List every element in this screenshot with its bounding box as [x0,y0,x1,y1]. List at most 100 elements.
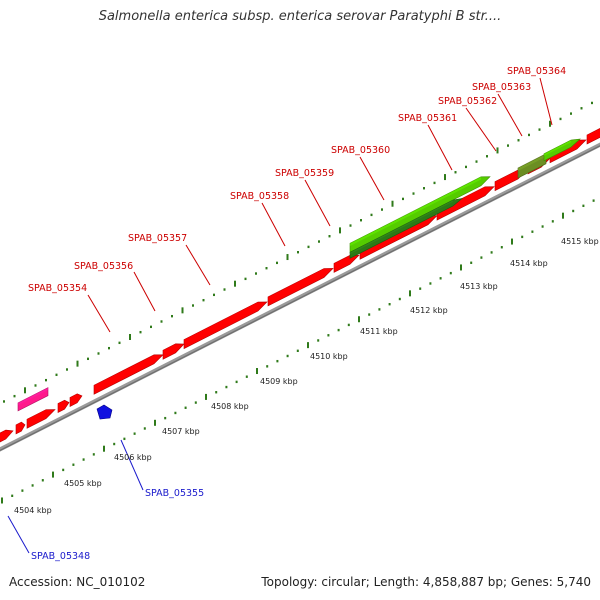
scale-label-4514: 4514 kbp [510,259,548,268]
tick-mark [45,378,47,382]
tick-mark [347,323,350,327]
tick-mark [194,401,197,404]
tick-mark [370,213,373,217]
gene-arrow-highlight [94,354,154,388]
tick-mark [76,360,79,367]
tick-mark [97,352,100,355]
gene-arrow[interactable] [26,409,56,429]
tick-mark [409,290,411,297]
gene-label-spab-05358[interactable]: SPAB_05358 [230,191,289,202]
scale-label-4505: 4505 kbp [64,479,102,488]
gene-arrow[interactable] [0,429,14,444]
tick-mark [429,282,432,285]
gene-arrow-highlight [518,153,546,172]
gene-arrow[interactable] [436,186,495,221]
tick-mark [1,497,3,504]
tick-mark [388,303,391,306]
callout-line [120,439,144,491]
gene-label-spab-05357[interactable]: SPAB_05357 [128,233,187,244]
scale-label-4513: 4513 kbp [460,282,498,291]
gene-arrow[interactable] [517,153,547,179]
gene-arrow[interactable] [57,399,70,414]
tick-mark [328,235,331,238]
tick-mark [582,204,585,208]
gene-arrow[interactable] [17,387,49,412]
gene-arrow[interactable] [69,393,83,407]
gene-label-spab-05354[interactable]: SPAB_05354 [28,283,87,294]
gene-arrow[interactable] [15,421,26,435]
tick-mark [123,437,126,441]
tick-mark [439,277,442,280]
tick-mark [34,384,37,387]
tick-mark [572,209,575,213]
gene-arrow[interactable] [349,176,491,253]
tick-mark [475,160,478,163]
gene-arrow-highlight [268,268,324,300]
tick-mark [460,264,462,271]
tick-mark [21,489,24,492]
tick-mark [143,427,146,430]
tick-mark [118,341,121,345]
tick-mark [391,200,394,207]
gene-arrow[interactable] [267,268,334,307]
tick-mark [154,419,156,426]
gene-label-spab-05359[interactable]: SPAB_05359 [275,168,334,179]
tick-mark [150,325,152,329]
gene-track [0,123,600,444]
tick-mark [307,245,310,249]
tick-mark [245,375,248,378]
gene-label-spab-05356[interactable]: SPAB_05356 [74,261,133,272]
gene-arrow[interactable] [543,138,581,162]
callout-line [497,93,523,137]
tick-mark [419,287,422,290]
gene-label-spab-05355[interactable]: SPAB_05355 [145,488,204,499]
tick-mark [62,468,65,472]
gene-arrow-reverse[interactable] [96,404,113,420]
tick-mark [223,288,226,291]
tick-mark [486,155,488,158]
tick-mark [507,144,509,147]
gene-label-spab-05363[interactable]: SPAB_05363 [472,82,531,93]
tick-mark [276,359,279,363]
callout-line [7,515,30,554]
gene-label-spab-05361[interactable]: SPAB_05361 [398,113,457,124]
gene-arrow[interactable] [349,197,464,259]
tick-mark [52,471,54,478]
bottom-gene-labels: SPAB_05355 SPAB_05348 [31,488,204,562]
tick-mark [538,128,541,131]
callout-line [87,294,111,333]
scale-tick-track [1,199,595,504]
gene-arrow[interactable] [93,354,164,395]
tick-mark [412,192,415,195]
tick-mark [480,256,483,259]
tick-mark [92,453,95,456]
tick-mark [591,101,593,105]
gene-label-spab-05360[interactable]: SPAB_05360 [331,145,390,156]
tick-mark [225,385,228,389]
gene-arrow[interactable] [162,343,185,360]
gene-arrow-highlight [544,140,571,156]
gene-arrow[interactable] [333,254,360,273]
tick-mark [255,272,257,275]
tick-mark [307,342,309,349]
tick-mark [55,373,58,377]
gene-arrow[interactable] [183,301,268,350]
tick-mark [103,445,105,452]
tick-mark [205,393,207,400]
gene-arrow[interactable] [586,123,600,145]
tick-mark [521,235,524,239]
gene-label-spab-05364[interactable]: SPAB_05364 [507,66,566,77]
tick-mark [496,147,499,154]
tick-mark [256,368,258,375]
gene-label-spab-05362[interactable]: SPAB_05362 [438,96,497,107]
scale-label-4504: 4504 kbp [14,506,52,515]
tick-mark [402,197,404,201]
tick-mark [423,187,425,190]
tick-mark [129,333,131,340]
tick-mark [337,328,340,332]
gene-arrow-highlight [184,302,258,343]
tick-mark [87,357,89,361]
tick-mark [490,251,493,254]
top-gene-labels: SPAB_05354 SPAB_05356 SPAB_05357 SPAB_05… [28,66,566,294]
gene-label-spab-05348[interactable]: SPAB_05348 [31,551,90,562]
